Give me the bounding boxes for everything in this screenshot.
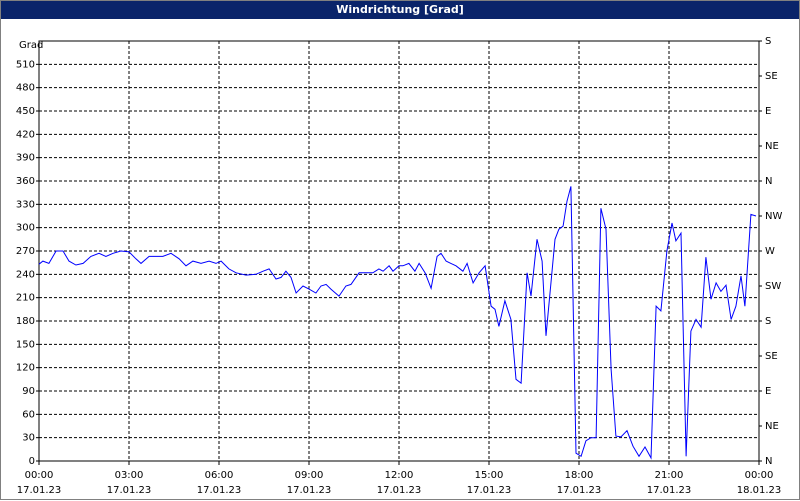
x-tick-label: 21:00 — [655, 470, 684, 481]
x-tick-date: 17.01.23 — [107, 485, 152, 496]
y-tick-label: 240 — [16, 269, 35, 280]
y2-tick-label: NE — [765, 421, 779, 432]
x-tick-date: 17.01.23 — [17, 485, 62, 496]
y-tick-label: 60 — [22, 409, 35, 420]
y-tick-label: 450 — [16, 106, 35, 117]
x-tick-label: 15:00 — [475, 470, 504, 481]
x-tick-label: 06:00 — [205, 470, 234, 481]
y2-tick-label: E — [765, 106, 771, 117]
y2-tick-label: N — [765, 456, 772, 467]
y-tick-label: 120 — [16, 363, 35, 374]
y-tick-label: 180 — [16, 316, 35, 327]
y-tick-label: 300 — [16, 223, 35, 234]
x-tick-date: 18.01.23 — [737, 485, 782, 496]
data-line — [38, 186, 757, 460]
y-tick-label: 390 — [16, 153, 35, 164]
y2-tick-label: S — [765, 36, 771, 47]
y2-tick-label: W — [765, 246, 775, 257]
x-tick-date: 17.01.23 — [647, 485, 692, 496]
x-tick-label: 18:00 — [565, 470, 594, 481]
y-tick-label: 150 — [16, 339, 35, 350]
x-tick-label: 00:00 — [745, 470, 774, 481]
y2-tick-label: SE — [765, 351, 778, 362]
y-tick-label: 330 — [16, 199, 35, 210]
y-tick-label: 270 — [16, 246, 35, 257]
y-tick-label: 510 — [16, 59, 35, 70]
x-tick-label: 03:00 — [115, 470, 144, 481]
x-tick-label: 00:00 — [25, 470, 54, 481]
y2-tick-label: SW — [765, 281, 781, 292]
x-tick-date: 17.01.23 — [197, 485, 242, 496]
x-tick-date: 17.01.23 — [557, 485, 602, 496]
y2-tick-label: NE — [765, 141, 779, 152]
y2-tick-label: S — [765, 316, 771, 327]
y2-tick-label: E — [765, 386, 771, 397]
x-tick-date: 17.01.23 — [467, 485, 512, 496]
y-tick-label: 30 — [22, 433, 35, 444]
y-axis-label: Grad — [19, 40, 43, 51]
y2-tick-label: N — [765, 176, 772, 187]
y-tick-label: 420 — [16, 129, 35, 140]
y-tick-label: 360 — [16, 176, 35, 187]
chart-title: Windrichtung [Grad] — [1, 1, 799, 19]
x-tick-date: 17.01.23 — [377, 485, 422, 496]
x-tick-date: 17.01.23 — [287, 485, 332, 496]
y2-tick-label: NW — [765, 211, 782, 222]
x-tick-label: 09:00 — [295, 470, 324, 481]
y2-tick-label: SE — [765, 71, 778, 82]
y-tick-label: 90 — [22, 386, 35, 397]
y-tick-label: 210 — [16, 293, 35, 304]
x-tick-label: 12:00 — [385, 470, 414, 481]
y-tick-label: 0 — [29, 456, 35, 467]
y-tick-label: 480 — [16, 83, 35, 94]
